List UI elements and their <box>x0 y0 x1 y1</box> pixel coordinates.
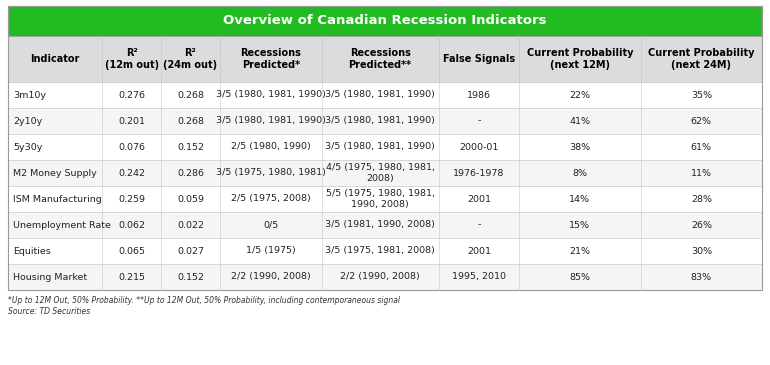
Text: 3/5 (1980, 1981, 1990): 3/5 (1980, 1981, 1990) <box>216 116 326 126</box>
Text: 3/5 (1975, 1981, 2008): 3/5 (1975, 1981, 2008) <box>325 246 435 256</box>
Text: 28%: 28% <box>691 195 711 204</box>
Text: 22%: 22% <box>569 91 591 100</box>
Text: 5/5 (1975, 1980, 1981,
1990, 2008): 5/5 (1975, 1980, 1981, 1990, 2008) <box>326 189 434 209</box>
Text: 35%: 35% <box>691 91 712 100</box>
Text: 0.062: 0.062 <box>118 220 146 230</box>
Text: 0.268: 0.268 <box>177 116 204 126</box>
Text: *Up to 12M Out, 50% Probability. **Up to 12M Out, 50% Probability, including con: *Up to 12M Out, 50% Probability. **Up to… <box>8 296 400 305</box>
Bar <box>8 134 762 160</box>
Text: 0.027: 0.027 <box>177 246 204 256</box>
Text: 3/5 (1980, 1981, 1990): 3/5 (1980, 1981, 1990) <box>325 91 435 100</box>
Text: 41%: 41% <box>569 116 591 126</box>
Text: 3/5 (1975, 1980, 1981): 3/5 (1975, 1980, 1981) <box>216 169 326 177</box>
Text: 3m10y: 3m10y <box>13 91 46 100</box>
Text: 0/5: 0/5 <box>263 220 279 230</box>
Text: 2001: 2001 <box>467 195 490 204</box>
Text: 0.201: 0.201 <box>118 116 146 126</box>
Text: 0.059: 0.059 <box>177 195 204 204</box>
Text: Source: TD Securities: Source: TD Securities <box>8 307 90 316</box>
Text: 62%: 62% <box>691 116 711 126</box>
Text: -: - <box>477 116 480 126</box>
Bar <box>8 6 762 290</box>
Text: 2001: 2001 <box>467 246 490 256</box>
Text: 2y10y: 2y10y <box>13 116 42 126</box>
Text: 0.152: 0.152 <box>177 273 204 281</box>
Text: 1995, 2010: 1995, 2010 <box>452 273 506 281</box>
Text: 11%: 11% <box>691 169 711 177</box>
Text: 5y30y: 5y30y <box>13 142 42 151</box>
Bar <box>8 238 762 264</box>
Text: R²
(24m out): R² (24m out) <box>163 48 218 70</box>
Text: 3/5 (1980, 1981, 1990): 3/5 (1980, 1981, 1990) <box>325 116 435 126</box>
Text: 0.152: 0.152 <box>177 142 204 151</box>
Text: Overview of Canadian Recession Indicators: Overview of Canadian Recession Indicator… <box>223 15 547 27</box>
Text: 1986: 1986 <box>467 91 490 100</box>
Text: 0.276: 0.276 <box>118 91 146 100</box>
Bar <box>8 36 762 82</box>
Text: R²
(12m out): R² (12m out) <box>105 48 159 70</box>
Text: 0.065: 0.065 <box>118 246 146 256</box>
Text: 3/5 (1980, 1981, 1990): 3/5 (1980, 1981, 1990) <box>325 142 435 151</box>
Bar <box>8 108 762 134</box>
Text: Recessions
Predicted**: Recessions Predicted** <box>349 48 412 70</box>
Bar <box>8 160 762 186</box>
Text: 0.076: 0.076 <box>118 142 146 151</box>
Bar <box>8 6 762 36</box>
Text: 0.242: 0.242 <box>118 169 146 177</box>
Text: 21%: 21% <box>569 246 591 256</box>
Text: 2000-01: 2000-01 <box>459 142 498 151</box>
Text: Housing Market: Housing Market <box>13 273 87 281</box>
Text: Current Probability
(next 24M): Current Probability (next 24M) <box>648 48 755 70</box>
Text: 1/5 (1975): 1/5 (1975) <box>246 246 296 256</box>
Bar <box>8 82 762 108</box>
Text: 30%: 30% <box>691 246 712 256</box>
Bar <box>8 186 762 212</box>
Text: 2/5 (1980, 1990): 2/5 (1980, 1990) <box>231 142 310 151</box>
Text: 38%: 38% <box>569 142 591 151</box>
Bar <box>8 264 762 290</box>
Text: Indicator: Indicator <box>31 54 80 64</box>
Text: 1976-1978: 1976-1978 <box>454 169 504 177</box>
Text: 2/2 (1990, 2008): 2/2 (1990, 2008) <box>231 273 310 281</box>
Text: 85%: 85% <box>569 273 591 281</box>
Text: False Signals: False Signals <box>443 54 515 64</box>
Text: 8%: 8% <box>572 169 588 177</box>
Text: 14%: 14% <box>569 195 591 204</box>
Text: 0.286: 0.286 <box>177 169 204 177</box>
Text: 3/5 (1981, 1990, 2008): 3/5 (1981, 1990, 2008) <box>325 220 435 230</box>
Text: 83%: 83% <box>691 273 712 281</box>
Text: 2/2 (1990, 2008): 2/2 (1990, 2008) <box>340 273 420 281</box>
Text: 15%: 15% <box>569 220 591 230</box>
Text: 0.259: 0.259 <box>118 195 146 204</box>
Text: 2/5 (1975, 2008): 2/5 (1975, 2008) <box>231 195 310 204</box>
Text: 26%: 26% <box>691 220 711 230</box>
Text: Equities: Equities <box>13 246 51 256</box>
Text: 0.215: 0.215 <box>118 273 146 281</box>
Text: Recessions
Predicted*: Recessions Predicted* <box>240 48 301 70</box>
Text: Unemployment Rate: Unemployment Rate <box>13 220 111 230</box>
Text: ISM Manufacturing: ISM Manufacturing <box>13 195 102 204</box>
Text: 3/5 (1980, 1981, 1990): 3/5 (1980, 1981, 1990) <box>216 91 326 100</box>
Bar <box>8 212 762 238</box>
Text: 0.268: 0.268 <box>177 91 204 100</box>
Text: 0.022: 0.022 <box>177 220 204 230</box>
Text: 61%: 61% <box>691 142 711 151</box>
Text: M2 Money Supply: M2 Money Supply <box>13 169 97 177</box>
Text: -: - <box>477 220 480 230</box>
Text: Current Probability
(next 12M): Current Probability (next 12M) <box>527 48 633 70</box>
Text: 4/5 (1975, 1980, 1981,
2008): 4/5 (1975, 1980, 1981, 2008) <box>326 163 434 183</box>
